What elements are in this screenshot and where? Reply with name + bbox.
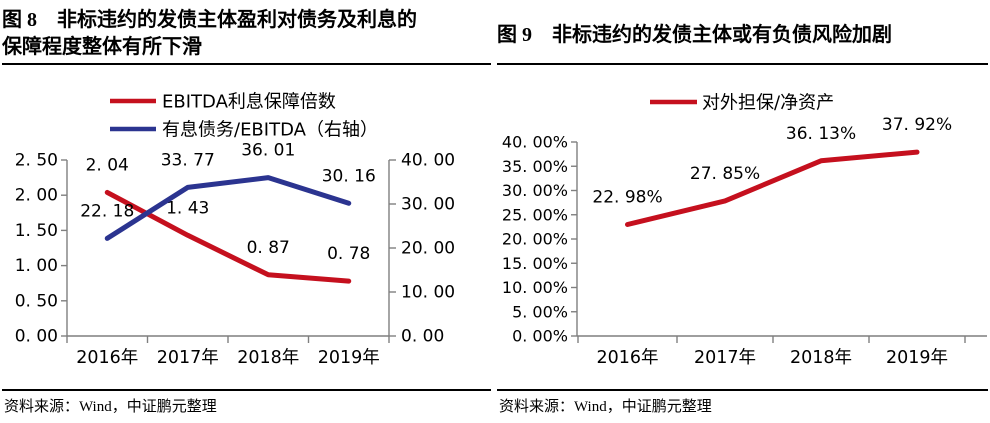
figure8-title-line1: 图 8 非标违约的发债主体盈利对债务及利息的 bbox=[2, 9, 417, 31]
right-axis-tick-label: 20. 00 bbox=[401, 239, 455, 259]
data-label: 0. 87 bbox=[247, 238, 290, 258]
x-axis-label: 2016年 bbox=[76, 348, 138, 368]
data-label: 27. 85% bbox=[690, 164, 760, 184]
series-line-1 bbox=[104, 175, 352, 241]
y-axis-tick-label: 1. 00 bbox=[15, 256, 58, 276]
figure9-source-text: 资料来源：Wind，中证鹏元整理 bbox=[499, 399, 712, 415]
data-label: 2. 04 bbox=[86, 155, 129, 175]
data-label: 33. 77 bbox=[161, 150, 215, 170]
data-label: 22. 98% bbox=[592, 188, 662, 208]
figure9-line-chart: 对外担保/净资产 40. 00% 35. 00% 30. 00% 25. 00% 20. … bbox=[502, 93, 987, 368]
y-axis-tick-label: 2. 00 bbox=[15, 186, 58, 206]
y-axis-tick-label: 20. 00% bbox=[502, 230, 568, 249]
y-axis-tick-label: 0. 50 bbox=[15, 291, 58, 311]
data-label: 30. 16 bbox=[322, 166, 376, 186]
y-axis-tick-label: 0. 00 bbox=[15, 327, 58, 347]
y-axis-tick-label: 40. 00% bbox=[502, 133, 568, 152]
y-axis-tick-label: 35. 00% bbox=[502, 157, 568, 176]
figure9-title: 图 9 非标违约的发债主体或有负债风险加剧 bbox=[497, 6, 988, 65]
y-axis-tick-label: 30. 00% bbox=[502, 181, 568, 200]
data-label: 36. 13% bbox=[786, 124, 856, 144]
x-axis-label: 2017年 bbox=[157, 348, 219, 368]
x-axis-label: 2016年 bbox=[596, 348, 658, 368]
y-axis-tick-label: 10. 00% bbox=[502, 278, 568, 297]
x-axis-label: 2019年 bbox=[886, 348, 948, 368]
data-label: 36. 01 bbox=[241, 141, 295, 161]
right-axis-tick-label: 10. 00 bbox=[401, 283, 455, 303]
y-axis-tick-label: 25. 00% bbox=[502, 205, 568, 224]
y-axis-tick-label: 0. 00% bbox=[512, 327, 568, 346]
y-axis-tick-label: 5. 00% bbox=[512, 302, 568, 321]
series-line-0 bbox=[625, 149, 920, 227]
figure8-source-text: 资料来源：Wind，中证鹏元整理 bbox=[4, 399, 217, 415]
x-axis-label: 2018年 bbox=[790, 348, 852, 368]
y-axis-tick-label: 15. 00% bbox=[502, 254, 568, 273]
figure8-title: 图 8 非标违约的发债主体盈利对债务及利息的 保障程度整体有所下滑 bbox=[2, 6, 491, 65]
figure8-source: 资料来源：Wind，中证鹏元整理 bbox=[2, 389, 491, 416]
x-axis-label: 2019年 bbox=[318, 348, 380, 368]
y-axis-tick-label: 2. 50 bbox=[15, 151, 58, 171]
figure8-title-line2: 保障程度整体有所下滑 bbox=[2, 36, 202, 58]
data-label: 22. 18 bbox=[80, 201, 134, 221]
figure9-title-line1: 图 9 非标违约的发债主体或有负债风险加剧 bbox=[497, 24, 892, 46]
y-axis-tick-label: 1. 50 bbox=[15, 221, 58, 241]
legend: 对外担保/净资产 bbox=[650, 93, 834, 114]
right-axis-tick-label: 0. 00 bbox=[401, 327, 444, 347]
figure9-source: 资料来源：Wind，中证鹏元整理 bbox=[497, 389, 988, 416]
data-label: 0. 78 bbox=[327, 244, 370, 264]
legend-label-1: 有息债务/EBITDA（右轴） bbox=[162, 120, 378, 141]
data-label: 1. 43 bbox=[166, 198, 209, 218]
series-line-0 bbox=[104, 189, 352, 284]
x-axis-label: 2018年 bbox=[237, 348, 299, 368]
data-label: 37. 92% bbox=[882, 115, 952, 135]
figure9-panel: 图 9 非标违约的发债主体或有负债风险加剧 对外担保/净资产 40. 00% 35.… bbox=[497, 6, 988, 416]
legend-label-0: EBITDA利息保障倍数 bbox=[162, 92, 336, 113]
x-axis-label: 2017年 bbox=[694, 348, 756, 368]
right-axis-tick-label: 30. 00 bbox=[401, 195, 455, 215]
figure8-panel: 图 8 非标违约的发债主体盈利对债务及利息的 保障程度整体有所下滑 EBITDA… bbox=[2, 6, 491, 416]
right-axis-tick-label: 40. 00 bbox=[401, 151, 455, 171]
legend-label-0: 对外担保/净资产 bbox=[702, 93, 834, 114]
